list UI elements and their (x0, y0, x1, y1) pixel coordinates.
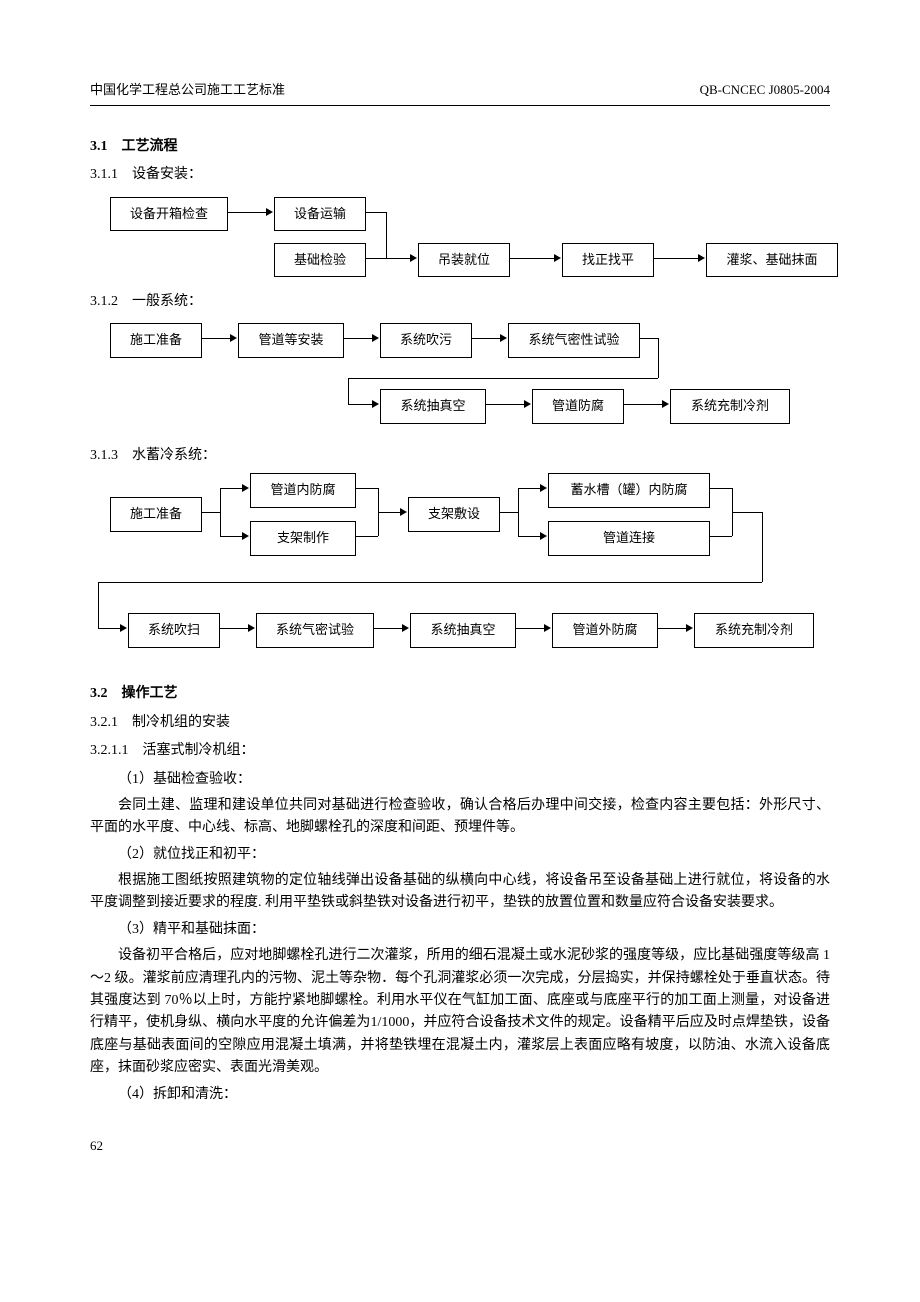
header-right: QB-CNCEC J0805-2004 (700, 80, 830, 101)
fc3-n8: 系统气密试验 (256, 613, 374, 648)
fc2-n2: 管道等安装 (238, 323, 344, 358)
fc3-n3: 支架制作 (250, 521, 356, 556)
heading-3-1: 3.1 工艺流程 (90, 136, 830, 158)
fc2-n4: 系统气密性试验 (508, 323, 640, 358)
p1-body: 会同土建、监理和建设单位共同对基础进行检查验收，确认合格后办理中间交接，检查内容… (90, 795, 830, 840)
p2-label: （2）就位找正和初平： (90, 844, 830, 866)
fc3-n2: 管道内防腐 (250, 473, 356, 508)
fc2-n5: 系统抽真空 (380, 389, 486, 424)
page-number: 62 (90, 1136, 830, 1157)
flowchart-equipment-install: 设备开箱检查 设备运输 基础检验 吊装就位 找正找平 灌浆、基础抹面 (90, 193, 830, 285)
fc3-n6: 管道连接 (548, 521, 710, 556)
heading-3-2: 3.2 操作工艺 (90, 683, 830, 705)
fc1-n1: 设备开箱检查 (110, 197, 228, 232)
fc3-n9: 系统抽真空 (410, 613, 516, 648)
fc1-n6: 灌浆、基础抹面 (706, 243, 838, 278)
fc2-n3: 系统吹污 (380, 323, 472, 358)
fc1-n3: 基础检验 (274, 243, 366, 278)
fc1-n2: 设备运输 (274, 197, 366, 232)
fc3-n7: 系统吹扫 (128, 613, 220, 648)
p1-label: （1）基础检查验收： (90, 769, 830, 791)
page-header: 中国化学工程总公司施工工艺标准 QB-CNCEC J0805-2004 (90, 80, 830, 106)
flowchart-general-system: 施工准备 管道等安装 系统吹污 系统气密性试验 系统抽真空 管道防腐 系统充制冷… (90, 319, 830, 439)
heading-3-1-1: 3.1.1 设备安装： (90, 164, 830, 186)
p4-label: （4）拆卸和清洗： (90, 1084, 830, 1106)
fc3-n5: 蓄水槽（罐）内防腐 (548, 473, 710, 508)
heading-3-2-1-1: 3.2.1.1 活塞式制冷机组： (90, 740, 830, 762)
fc3-n11: 系统充制冷剂 (694, 613, 814, 648)
fc3-n1: 施工准备 (110, 497, 202, 532)
heading-3-1-2: 3.1.2 一般系统： (90, 291, 830, 313)
fc1-n5: 找正找平 (562, 243, 654, 278)
fc3-n10: 管道外防腐 (552, 613, 658, 648)
fc3-n4: 支架敷设 (408, 497, 500, 532)
fc1-n4: 吊装就位 (418, 243, 510, 278)
p3-body: 设备初平合格后，应对地脚螺栓孔进行二次灌浆，所用的细石混凝土或水泥砂浆的强度等级… (90, 945, 830, 1079)
heading-3-1-3: 3.1.3 水蓄冷系统： (90, 445, 830, 467)
flowchart-water-storage: 施工准备 管道内防腐 支架制作 支架敷设 蓄水槽（罐）内防腐 管道连接 系统吹扫… (90, 473, 830, 673)
header-left: 中国化学工程总公司施工工艺标准 (90, 80, 285, 101)
fc2-n6: 管道防腐 (532, 389, 624, 424)
p3-label: （3）精平和基础抹面： (90, 919, 830, 941)
fc2-n1: 施工准备 (110, 323, 202, 358)
heading-3-2-1: 3.2.1 制冷机组的安装 (90, 712, 830, 734)
fc2-n7: 系统充制冷剂 (670, 389, 790, 424)
p2-body: 根据施工图纸按照建筑物的定位轴线弹出设备基础的纵横向中心线，将设备吊至设备基础上… (90, 870, 830, 915)
